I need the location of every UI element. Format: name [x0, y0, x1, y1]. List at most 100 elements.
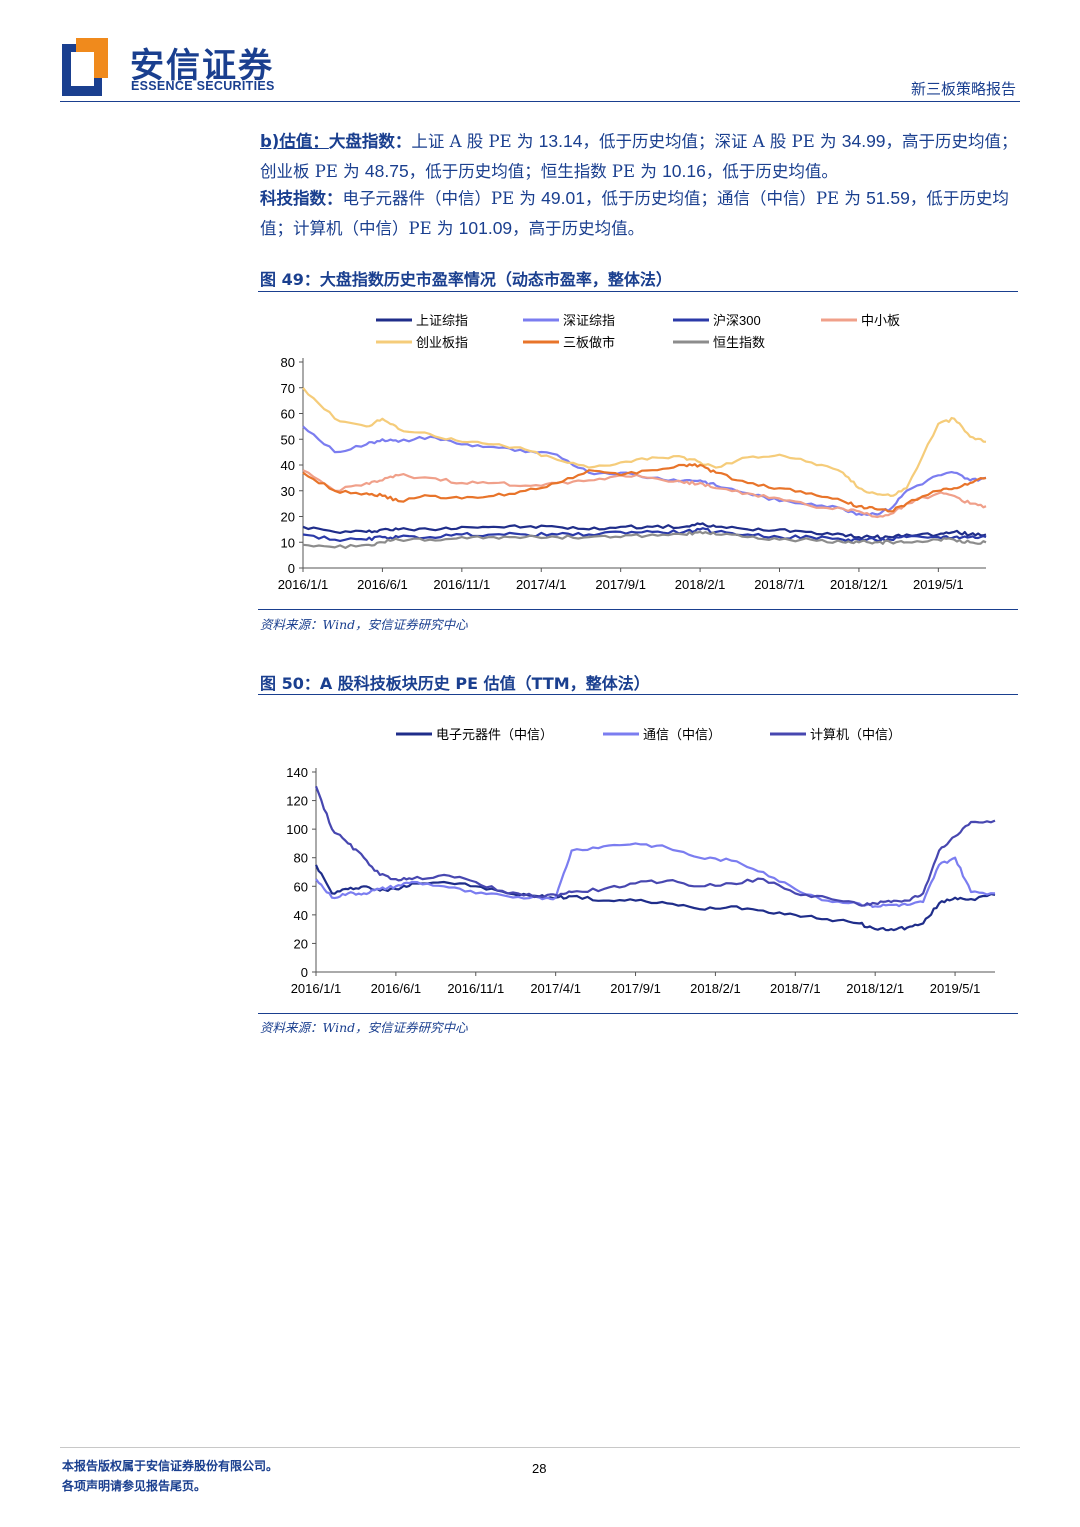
footer-copyright: 本报告版权属于安信证券股份有限公司。	[62, 1459, 279, 1473]
series-line	[302, 530, 987, 549]
value-sh-pe: 13.14	[538, 131, 583, 151]
series-line	[314, 864, 996, 932]
y-tick-label: 50	[281, 432, 295, 447]
series-line	[314, 785, 996, 907]
x-tick-label: 2017/4/1	[516, 577, 567, 592]
y-tick-label: 20	[281, 510, 295, 525]
legend-label: 沪深300	[713, 313, 761, 328]
x-tick-label: 2018/7/1	[754, 577, 805, 592]
x-tick-label: 2017/9/1	[595, 577, 646, 592]
legend-label: 三板做市	[563, 335, 615, 350]
y-tick-label: 10	[281, 535, 295, 550]
value-comp-pe: 101.09	[458, 217, 513, 238]
x-tick-label: 2016/1/1	[278, 577, 329, 592]
x-tick-label: 2018/12/1	[846, 981, 904, 996]
value-comm-pe: 51.59	[866, 188, 910, 208]
legend-item: 创业板指	[376, 335, 468, 350]
legend-label: 电子元器件（中信）	[436, 727, 553, 742]
text-end2: ，高于历史均值。	[512, 218, 645, 238]
series-line	[315, 842, 996, 908]
y-tick-label: 80	[281, 355, 295, 370]
y-tick-label: 120	[286, 794, 308, 809]
legend-label: 计算机（中信）	[810, 727, 901, 742]
fig49-top-rule	[258, 291, 1018, 292]
legend-item: 中小板	[821, 313, 900, 328]
series-line	[302, 463, 987, 513]
x-tick-label: 2016/11/1	[447, 981, 504, 996]
page-number: 28	[532, 1461, 547, 1476]
legend-item: 电子元器件（中信）	[396, 727, 553, 742]
series-line	[302, 387, 987, 497]
text-comm: ，低于历史均值；通信（中信）PE 为	[584, 189, 867, 208]
legend-label: 通信（中信）	[643, 727, 721, 742]
valuation-label: b)估值：	[260, 132, 329, 151]
series-line	[302, 527, 987, 543]
y-tick-label: 70	[281, 381, 295, 396]
text-comp: ，低于历史均值；计算机（中信）PE 为	[260, 189, 1009, 238]
legend-label: 创业板指	[416, 335, 468, 350]
value-gem-pe: 48.75	[364, 160, 409, 181]
y-tick-label: 100	[286, 822, 308, 837]
x-tick-label: 2018/2/1	[675, 577, 726, 592]
x-tick-label: 2016/6/1	[371, 981, 422, 996]
x-tick-label: 2017/9/1	[610, 981, 661, 996]
chart-50: 电子元器件（中信） 通信（中信） 计算机（中信） 0 20 40 60 80 100 120 140…	[286, 727, 996, 996]
legend-label: 深证综指	[563, 313, 615, 328]
legend-label: 上证综指	[416, 313, 468, 328]
y-tick-label: 60	[281, 407, 295, 422]
text-end: ，低于历史均值。	[705, 161, 838, 181]
valuation-paragraph: b)估值：大盘指数：上证 A 股 PE 为 13.14，低于历史均值；深证 A …	[260, 127, 1020, 186]
y-tick-label: 0	[288, 561, 295, 576]
legend-item: 计算机（中信）	[770, 727, 901, 742]
y-tick-label: 40	[281, 458, 295, 473]
y-tick-label: 140	[286, 765, 308, 780]
x-tick-label: 2018/12/1	[830, 577, 888, 592]
fig50-source: 资料来源：Wind，安信证券研究中心	[260, 1020, 468, 1035]
legend-item: 三板做市	[523, 335, 615, 350]
y-tick-label: 20	[294, 936, 308, 951]
text-elec: 电子元器件（中信）PE 为	[342, 189, 542, 208]
text-sz: ，低于历史均值；深证 A 股 PE 为	[582, 132, 842, 151]
x-tick-label: 2019/5/1	[930, 981, 981, 996]
fig49-bottom-rule	[258, 609, 1018, 610]
x-tick-label: 2016/6/1	[357, 577, 408, 592]
text-hsi: ，低于历史均值；恒生指数 PE 为	[408, 161, 663, 181]
footer-rule	[60, 1447, 1020, 1448]
large-cap-label: 大盘指数：	[328, 132, 412, 151]
y-tick-label: 60	[294, 879, 308, 894]
fig50-top-rule	[258, 694, 1018, 695]
series-line	[302, 469, 987, 519]
text-sh: 上证 A 股 PE 为	[411, 132, 539, 151]
tech-paragraph: 科技指数：电子元器件（中信）PE 为 49.01，低于历史均值；通信（中信）PE…	[260, 184, 1020, 243]
x-tick-label: 2017/4/1	[530, 981, 581, 996]
legend-item: 上证综指	[376, 313, 468, 328]
x-tick-label: 2018/7/1	[770, 981, 821, 996]
text-gem: ，高于历史均值；创业板 PE 为	[260, 132, 1018, 181]
tech-index-label: 科技指数：	[260, 189, 343, 208]
value-elec-pe: 49.01	[541, 188, 585, 208]
x-tick-label: 2019/5/1	[913, 577, 964, 592]
value-sz-pe: 34.99	[841, 131, 886, 151]
header-rule	[60, 101, 1020, 102]
logo-cn-text: 安信证券	[130, 46, 274, 86]
report-title: 新三板策略报告	[910, 80, 1016, 98]
y-tick-label: 40	[294, 908, 308, 923]
legend-item: 恒生指数	[673, 335, 765, 350]
fig50-title: 图 50：A 股科技板块历史 PE 估值（TTM，整体法）	[260, 674, 650, 693]
legend-label: 恒生指数	[713, 335, 765, 350]
legend-item: 通信（中信）	[603, 727, 721, 742]
logo	[62, 38, 108, 96]
logo-en-text: ESSENCE SECURITIES	[131, 79, 275, 93]
legend-item: 沪深300	[673, 313, 761, 328]
fig50-bottom-rule	[258, 1013, 1018, 1014]
x-tick-label: 2016/11/1	[433, 577, 490, 592]
legend-label: 中小板	[861, 313, 900, 328]
x-tick-label: 2018/2/1	[690, 981, 741, 996]
y-tick-label: 80	[294, 851, 308, 866]
fig49-source: 资料来源：Wind，安信证券研究中心	[260, 617, 468, 632]
series-line	[302, 522, 987, 540]
y-tick-label: 0	[301, 965, 308, 980]
x-tick-label: 2016/1/1	[291, 981, 342, 996]
footer-disclaimer: 各项声明请参见报告尾页。	[62, 1479, 207, 1493]
